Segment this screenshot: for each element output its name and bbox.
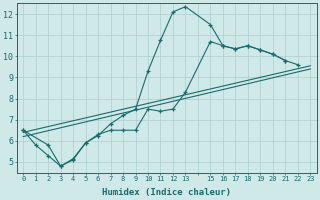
X-axis label: Humidex (Indice chaleur): Humidex (Indice chaleur)	[102, 188, 231, 197]
